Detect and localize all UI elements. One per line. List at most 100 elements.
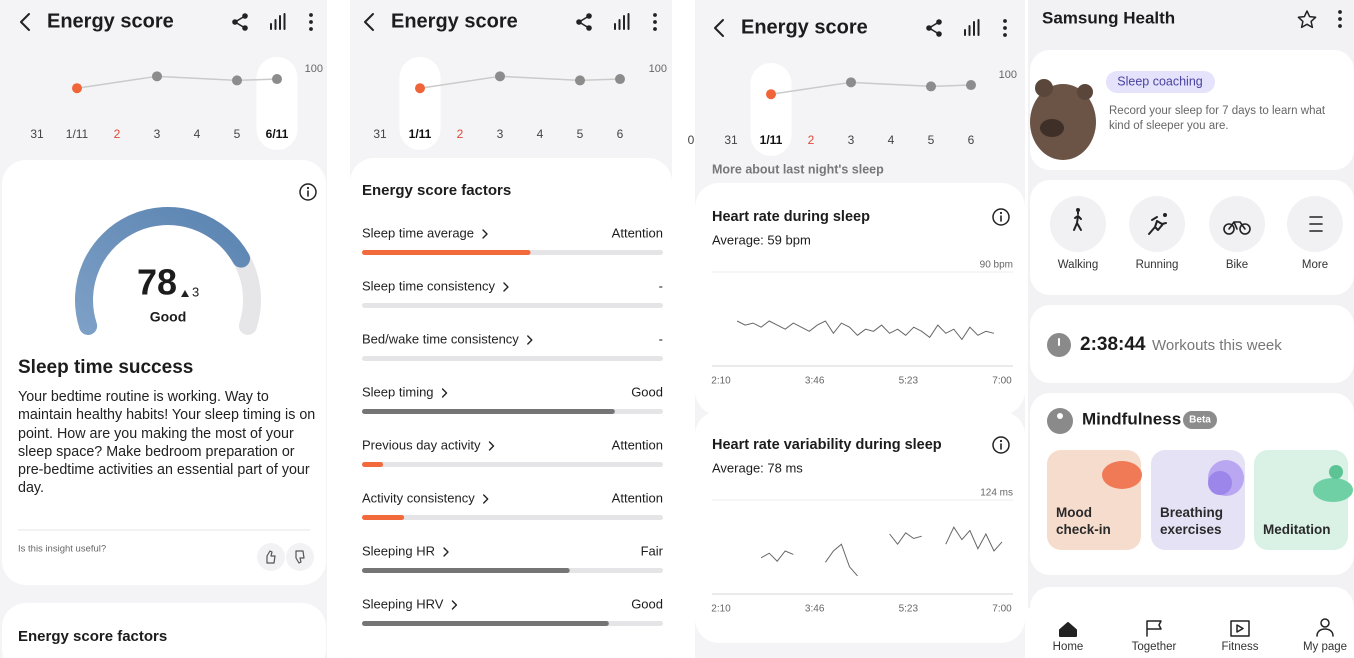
tile-art — [1329, 465, 1343, 479]
nav-label[interactable]: Fitness — [1221, 641, 1258, 653]
more-button[interactable] — [653, 13, 657, 17]
thumb-glyph — [295, 550, 305, 564]
date-label[interactable]: 4 — [537, 127, 544, 141]
more-button[interactable] — [1338, 24, 1342, 28]
thumb-glyph — [266, 550, 276, 564]
mindfulness-tile-label[interactable]: Mood check-in — [1056, 505, 1111, 537]
more-button[interactable] — [1338, 10, 1342, 14]
bear-illustration — [1040, 119, 1064, 137]
info-button[interactable] — [992, 436, 1010, 454]
date-label[interactable]: 6 — [968, 133, 975, 147]
card-title: Heart rate during sleep — [712, 209, 870, 225]
favorite-button[interactable] — [1297, 10, 1317, 29]
nav-label[interactable]: Home — [1053, 641, 1084, 653]
date-label[interactable]: 3 — [848, 133, 855, 147]
workout-label: Workouts this week — [1152, 337, 1282, 354]
average: Average: 59 bpm — [712, 232, 811, 247]
thumbs-down-button[interactable] — [286, 543, 314, 571]
bike-icon — [1239, 223, 1251, 235]
more-button[interactable] — [309, 13, 313, 17]
mindfulness-tile-label[interactable]: Breathing exercises — [1160, 505, 1224, 537]
back-button[interactable] — [714, 19, 724, 37]
chip-label: Sleep coaching — [1117, 74, 1203, 88]
share-dot — [936, 19, 942, 25]
chart-button[interactable] — [614, 13, 630, 30]
date-label[interactable]: 31 — [373, 127, 387, 141]
nav-icon — [1316, 628, 1334, 637]
date-label[interactable]: 0 — [0, 127, 1, 141]
nav-label[interactable]: My page — [1303, 641, 1347, 653]
factor-name[interactable]: Previous day activity — [362, 437, 481, 452]
trend-point — [415, 83, 425, 94]
chip — [1106, 71, 1215, 93]
thumbs-up-button[interactable] — [257, 543, 285, 571]
more-button[interactable] — [1338, 17, 1342, 21]
bike-icon — [1228, 221, 1246, 230]
more-button[interactable] — [653, 20, 657, 24]
date-label[interactable]: 5 — [577, 127, 584, 141]
date-label[interactable]: 0 — [688, 133, 695, 147]
screen-title: Energy score — [741, 16, 868, 38]
score-rating: Good — [150, 309, 187, 325]
date-label[interactable]: 2 — [114, 127, 121, 141]
more-button[interactable] — [1003, 26, 1007, 30]
activity-button[interactable] — [1209, 196, 1265, 252]
chart-button[interactable] — [270, 13, 286, 30]
back-button[interactable] — [364, 13, 374, 31]
average: Average: 78 ms — [712, 460, 803, 475]
y-tick-label: 100 — [649, 63, 667, 75]
mindfulness-tile-label[interactable]: Meditation — [1263, 522, 1331, 537]
progress-track — [362, 356, 663, 361]
nav-label[interactable]: Together — [1132, 641, 1177, 653]
activity-label: More — [1302, 259, 1328, 271]
more-button[interactable] — [309, 20, 313, 24]
date-label[interactable]: 1/11 — [66, 127, 89, 141]
more-button[interactable] — [1003, 19, 1007, 23]
x-tick-label: 7:00 — [992, 604, 1012, 615]
trend-point — [575, 75, 585, 86]
more-button[interactable] — [309, 27, 313, 31]
date-label[interactable]: 31 — [724, 133, 738, 147]
factor-name[interactable]: Sleeping HR — [362, 543, 435, 558]
chevron — [482, 229, 488, 239]
selected-day — [256, 57, 298, 150]
date-label[interactable]: 2 — [808, 133, 815, 147]
factor-name[interactable]: Sleep time average — [362, 225, 474, 240]
factor-name[interactable]: Sleep time consistency — [362, 278, 495, 293]
chart-button[interactable] — [964, 19, 980, 36]
date-label[interactable]: 5 — [928, 133, 935, 147]
date-label[interactable]: 6/11 — [266, 127, 289, 141]
factor-name[interactable]: Activity consistency — [362, 490, 475, 505]
factor-name[interactable]: Bed/wake time consistency — [362, 331, 519, 346]
date-label[interactable]: 3 — [154, 127, 161, 141]
date-label[interactable]: 1/11 — [409, 127, 432, 141]
factor-name[interactable]: Sleeping HRV — [362, 596, 444, 611]
date-label[interactable]: 6 — [617, 127, 624, 141]
more-button[interactable] — [653, 27, 657, 31]
activity-label: Walking — [1058, 259, 1098, 271]
more-button[interactable] — [1003, 33, 1007, 37]
date-label[interactable]: 2 — [457, 127, 464, 141]
mindfulness-tile[interactable] — [1254, 450, 1348, 550]
trend-line — [419, 75, 501, 89]
date-label[interactable]: 4 — [888, 133, 895, 147]
back-button[interactable] — [20, 13, 30, 31]
date-label[interactable]: 5 — [234, 127, 241, 141]
info-button[interactable] — [992, 208, 1010, 226]
trend-point — [615, 74, 625, 85]
progress-bar — [362, 409, 615, 414]
bear-illustration — [1030, 84, 1096, 160]
info-glyph — [999, 211, 1003, 215]
factor-status: Attention — [612, 490, 663, 505]
progress-bar — [362, 515, 405, 520]
date-label[interactable]: 4 — [194, 127, 201, 141]
date-label[interactable]: 31 — [30, 127, 44, 141]
card — [695, 183, 1025, 415]
card — [2, 603, 326, 658]
info-button[interactable] — [299, 183, 317, 201]
date-label[interactable]: 1/11 — [760, 133, 783, 147]
date-label[interactable]: 3 — [497, 127, 504, 141]
factor-name[interactable]: Sleep timing — [362, 384, 434, 399]
